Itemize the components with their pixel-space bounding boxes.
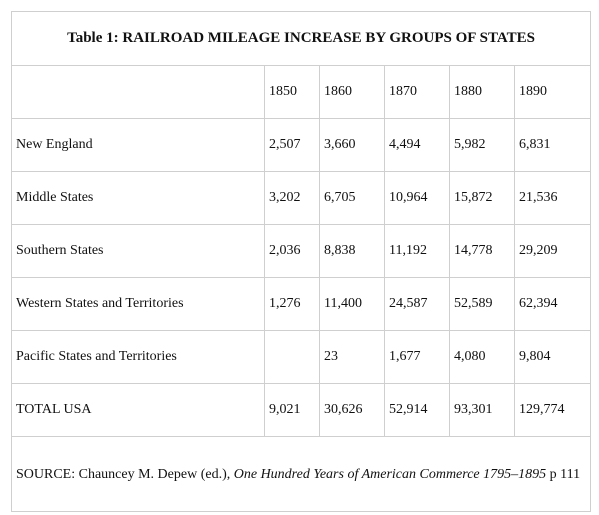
mileage-cell: 1,276 [264, 277, 320, 331]
mileage-cell: 129,774 [513, 383, 592, 437]
mileage-cell: 52,914 [384, 383, 450, 437]
year-header: 1870 [384, 65, 450, 119]
source-citation: SOURCE: Chauncey M. Depew (ed.), One Hun… [10, 436, 592, 512]
region-label: Southern States [11, 224, 265, 278]
table-row: Middle States 3,202 6,705 10,964 15,872 … [11, 171, 592, 225]
mileage-cell: 3,202 [264, 171, 320, 225]
mileage-cell: 21,536 [513, 171, 592, 225]
mileage-cell: 9,804 [513, 330, 592, 384]
region-label: Middle States [11, 171, 265, 225]
mileage-cell: 93,301 [449, 383, 515, 437]
title-row: Table 1: RAILROAD MILEAGE INCREASE BY GR… [10, 11, 592, 66]
region-label: Pacific States and Territories [11, 330, 265, 384]
source-row: SOURCE: Chauncey M. Depew (ed.), One Hun… [10, 436, 592, 512]
header-corner-cell [11, 65, 265, 119]
region-label: TOTAL USA [11, 383, 265, 437]
mileage-cell: 52,589 [449, 277, 515, 331]
table-row: Pacific States and Territories 23 1,677 … [11, 330, 592, 384]
mileage-cell: 6,831 [513, 118, 592, 172]
year-header: 1850 [264, 65, 320, 119]
railroad-mileage-table: Table 1: RAILROAD MILEAGE INCREASE BY GR… [10, 11, 592, 512]
mileage-cell: 5,982 [449, 118, 515, 172]
mileage-cell: 6,705 [319, 171, 385, 225]
mileage-cell: 10,964 [384, 171, 450, 225]
mileage-cell [264, 330, 320, 384]
mileage-cell: 29,209 [513, 224, 592, 278]
mileage-cell: 2,036 [264, 224, 320, 278]
mileage-cell: 30,626 [319, 383, 385, 437]
year-header: 1860 [319, 65, 385, 119]
source-suffix: p 111 [546, 466, 581, 482]
mileage-cell: 11,192 [384, 224, 450, 278]
mileage-cell: 1,677 [384, 330, 450, 384]
mileage-cell: 9,021 [264, 383, 320, 437]
mileage-cell: 23 [319, 330, 385, 384]
mileage-cell: 11,400 [319, 277, 385, 331]
year-header: 1890 [513, 65, 592, 119]
region-label: Western States and Territories [11, 277, 265, 331]
mileage-cell: 24,587 [384, 277, 450, 331]
mileage-cell: 15,872 [449, 171, 515, 225]
source-book-title: One Hundred Years of American Commerce 1… [233, 466, 547, 482]
total-row: TOTAL USA 9,021 30,626 52,914 93,301 129… [11, 383, 592, 437]
region-label: New England [11, 118, 265, 172]
table-row: Western States and Territories 1,276 11,… [11, 277, 592, 331]
mileage-cell: 2,507 [264, 118, 320, 172]
mileage-cell: 4,080 [449, 330, 515, 384]
mileage-cell: 3,660 [319, 118, 385, 172]
year-header: 1880 [449, 65, 515, 119]
mileage-cell: 4,494 [384, 118, 450, 172]
mileage-cell: 62,394 [513, 277, 592, 331]
table-row: Southern States 2,036 8,838 11,192 14,77… [11, 224, 592, 278]
mileage-cell: 14,778 [449, 224, 515, 278]
table-title: Table 1: RAILROAD MILEAGE INCREASE BY GR… [10, 11, 592, 66]
header-row: 1850 1860 1870 1880 1890 [11, 65, 592, 119]
table-row: New England 2,507 3,660 4,494 5,982 6,83… [11, 118, 592, 172]
source-prefix: SOURCE: Chauncey M. Depew (ed.), [16, 466, 234, 482]
mileage-cell: 8,838 [319, 224, 385, 278]
